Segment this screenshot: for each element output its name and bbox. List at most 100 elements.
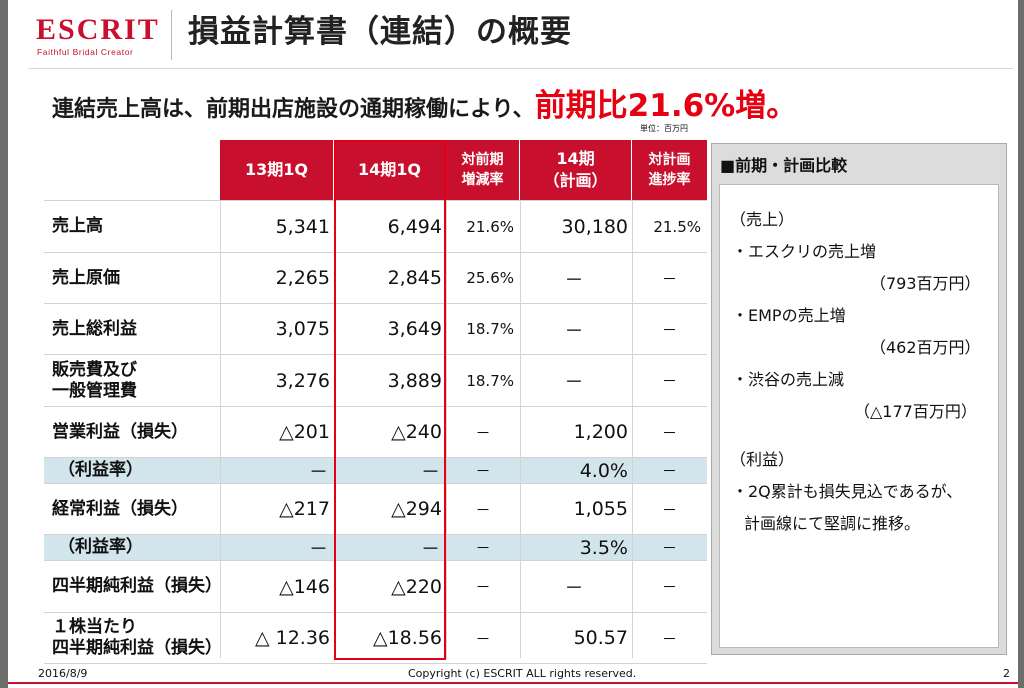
table-row: 売上総利益 3,075 3,649 18.7% － － [44,303,707,354]
cell-progress: － [661,629,677,648]
cell-13q1: 5,341 [275,215,330,238]
cell-yoy: － [475,578,491,596]
cell-progress: － [661,320,677,339]
cell-plan: － [564,319,584,342]
table-row: 経常利益（損失） △217 △294 － 1,055 － [44,483,707,534]
slide: ESCRIT Faithful Bridal Creator 損益計算書（連結）… [8,0,1018,688]
cell-13q1: 3,276 [275,369,330,392]
cell-plan: 4.0% [579,459,628,482]
cell-13q1: △217 [279,498,330,520]
cell-13q1: 2,265 [275,267,330,289]
header-rule [28,68,1013,69]
logo-wordmark: ESCRIT [36,13,160,46]
panel-sales-heading: （売上） [730,210,795,229]
cell-14q1: △294 [391,498,442,520]
cell-13q1: △ 12.36 [254,627,330,649]
cell-13q1: 3,075 [275,318,330,340]
table-row: 四半期純利益（損失） △146 △220 － － － [44,560,707,612]
cell-14q1: － [420,538,440,560]
income-statement-table: 13期1Q 14期1Q 対前期 増減率 14期 （計画） 対計画 進捗率 売上高… [44,140,707,664]
header-13q1: 13期1Q [220,140,334,200]
cell-14q1: △220 [391,575,442,598]
table-row: １株当たり 四半期純利益（損失） △ 12.36 △18.56 － 50.57 － [44,612,707,664]
column-divider [446,200,447,658]
cell-yoy: － [475,539,491,557]
footer-rule [8,682,1018,684]
page-number: 2 [1003,667,1010,680]
column-divider [632,200,633,658]
cell-plan: － [564,577,584,599]
row-label: 販売費及び 一般管理費 [52,359,137,401]
footer-date: 2016/8/9 [38,667,88,680]
panel-profit-heading: （利益） [730,450,795,469]
page-title: 損益計算書（連結）の概要 [188,14,572,50]
cell-yoy: － [475,423,491,442]
cell-13q1: － [308,538,328,560]
row-label: 経常利益（損失） [52,498,188,519]
comparison-panel: ■前期・計画比較 （売上） ・エスクリの売上増 （793百万円） ・EMPの売上… [711,143,1007,655]
panel-escrit-amount: （793百万円） [870,274,981,293]
cell-progress: － [661,500,677,519]
row-label: 売上総利益 [52,318,137,339]
cell-yoy: 25.6% [466,269,514,287]
cell-progress: － [661,372,677,390]
column-divider [220,200,221,658]
unit-note: 単位：百万円 [640,124,688,133]
cell-progress: － [661,539,677,557]
panel-escrit-sales: ・エスクリの売上増 [732,242,877,261]
headline-text: 連結売上高は、前期出店施設の通期稼働により、 [52,97,535,122]
panel-profit-note-1: ・2Q累計も損失見込であるが、 [732,482,963,501]
cell-yoy: － [475,462,491,480]
cell-yoy: － [475,629,491,648]
headline-highlight: 前期比21.6%増。 [534,88,798,124]
table-row: （利益率） － － － 3.5% － [44,534,707,560]
cell-plan: 3.5% [579,536,628,559]
panel-body: （売上） ・エスクリの売上増 （793百万円） ・EMPの売上増 （462百万円… [719,184,999,648]
row-label: １株当たり 四半期純利益（損失） [52,617,222,658]
cell-14q1: 3,889 [387,369,442,392]
table-row: 販売費及び 一般管理費 3,276 3,889 18.7% － － [44,354,707,406]
cell-yoy: 18.7% [466,320,514,338]
cell-14q1: △240 [391,421,442,443]
cell-13q1: － [308,461,328,483]
table-row: 売上原価 2,265 2,845 25.6% － － [44,252,707,303]
cell-14q1: 6,494 [387,215,442,238]
cell-plan: － [564,371,584,393]
logo-tagline: Faithful Bridal Creator [37,47,134,57]
headline: 連結売上高は、前期出店施設の通期稼働により、前期比21.6%増。 [52,86,797,130]
cell-yoy: － [475,500,491,519]
panel-profit-note-2: 計画線にて堅調に推移。 [744,514,921,533]
row-label: 営業利益（損失） [52,421,188,442]
panel-emp-sales: ・EMPの売上増 [732,306,846,325]
cell-13q1: △201 [279,421,330,443]
footer-copyright: Copyright (c) ESCRIT ALL rights reserved… [408,667,637,680]
cell-14q1: 2,845 [387,267,442,289]
row-label: （利益率） [58,537,143,557]
column-divider [334,200,335,658]
cell-progress: － [661,423,677,442]
row-label: 売上高 [52,216,103,236]
cell-yoy: 21.6% [466,217,514,236]
header-divider [171,10,172,60]
cell-13q1: △146 [279,575,330,598]
cell-progress: 21.5% [653,217,701,236]
cell-progress: － [661,269,677,288]
row-label: 四半期純利益（損失） [52,576,222,596]
row-label: 売上原価 [52,267,120,288]
panel-emp-amount: （462百万円） [870,338,981,357]
panel-shibuya-sales: ・渋谷の売上減 [732,370,845,389]
cell-yoy: 18.7% [466,371,514,390]
cell-plan: 1,055 [573,498,628,520]
column-divider [520,200,521,658]
row-label: （利益率） [58,460,143,480]
cell-14q1: 3,649 [387,318,442,340]
cell-plan: 30,180 [561,215,628,238]
cell-14q1: △18.56 [372,627,442,649]
header-progress: 対計画 進捗率 [632,140,707,200]
cell-14q1: － [420,461,440,483]
cell-plan: － [564,268,584,291]
cell-progress: － [661,578,677,596]
header-plan: 14期 （計画） [520,140,632,200]
header-yoy: 対前期 増減率 [446,140,520,200]
cell-progress: － [661,462,677,480]
